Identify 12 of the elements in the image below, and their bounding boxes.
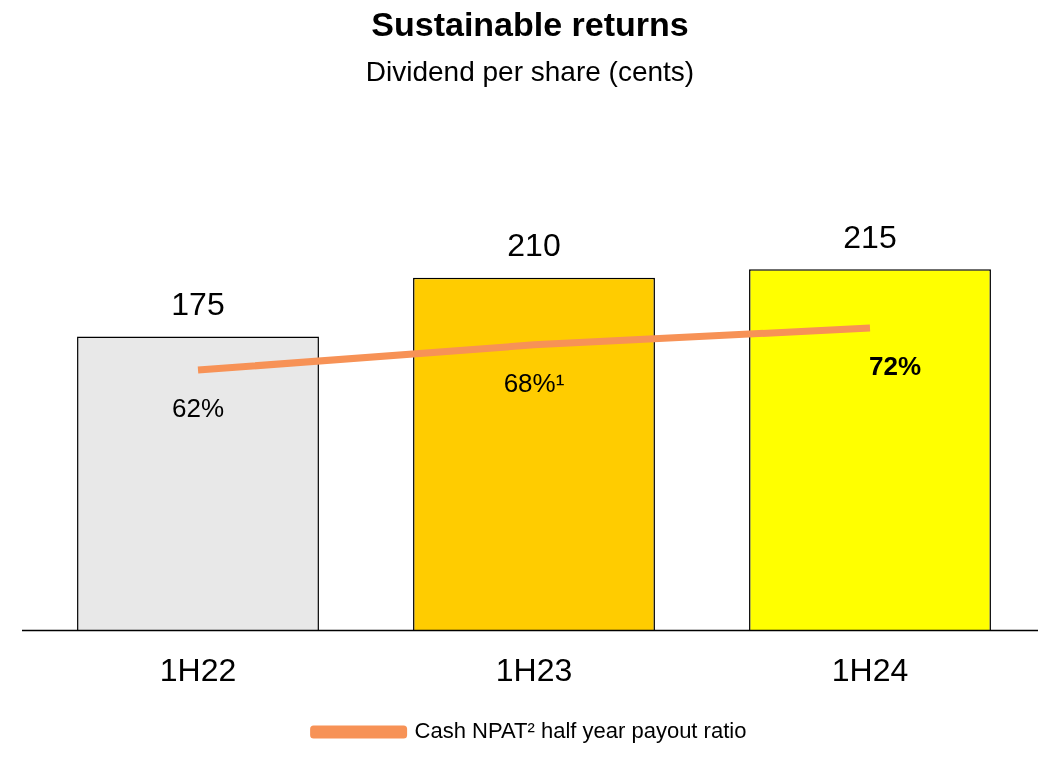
x-tick-label: 1H23 [495, 651, 573, 688]
data-label: 215 [843, 219, 897, 256]
chart-subtitle: Dividend per share (cents) [365, 56, 695, 88]
data-label: 68%¹ [503, 368, 565, 399]
x-tick-label: 1H24 [831, 651, 909, 688]
legend-label: Cash NPAT² half year payout ratio [414, 718, 747, 744]
data-label: 210 [507, 227, 561, 264]
data-label: 175 [171, 286, 225, 323]
data-label: 62% [171, 393, 225, 424]
x-tick-label: 1H22 [159, 651, 237, 688]
chart-title: Sustainable returns [371, 4, 689, 43]
data-label: 72% [868, 351, 922, 382]
